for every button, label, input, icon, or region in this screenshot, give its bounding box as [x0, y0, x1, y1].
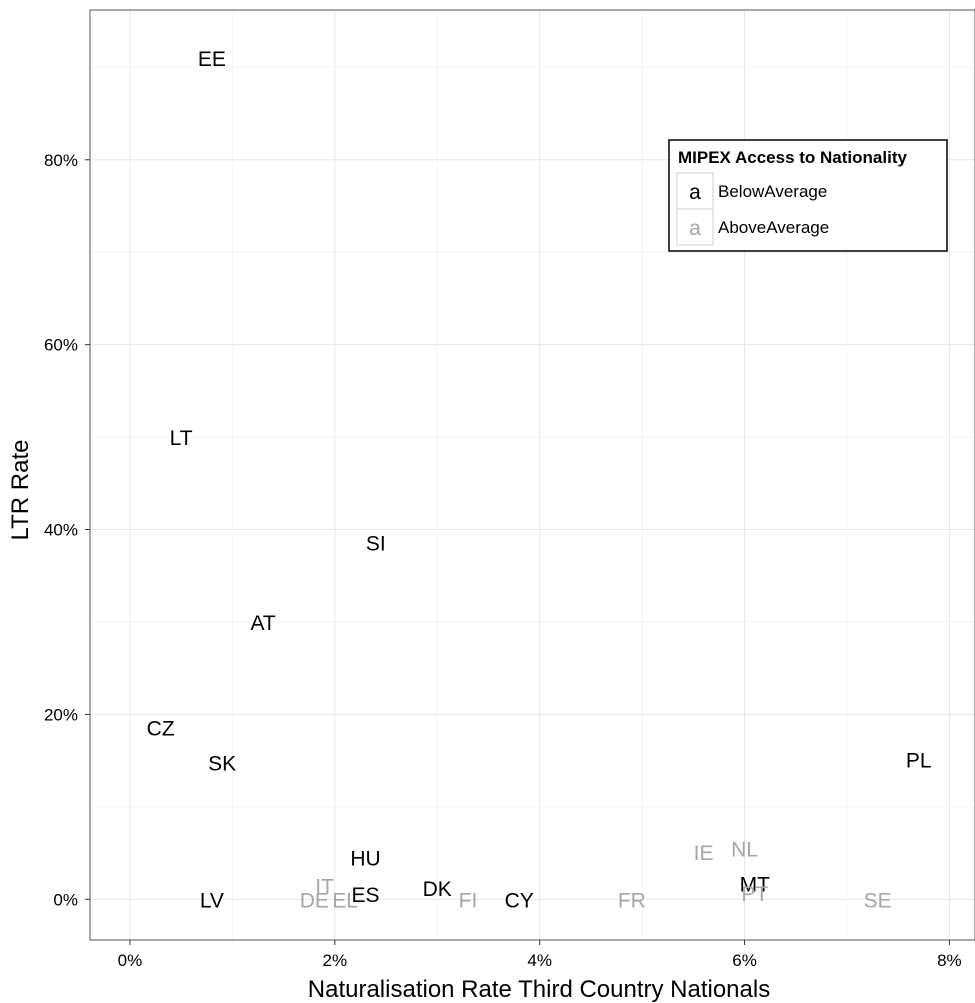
- x-axis-ticks: 0% 2% 4% 6% 8%: [118, 940, 962, 970]
- x-axis-title: Naturalisation Rate Third Country Nation…: [308, 976, 770, 1003]
- point-label-fi: FI: [459, 889, 478, 912]
- point-label-es: ES: [352, 884, 380, 907]
- point-label-nl: NL: [731, 838, 758, 861]
- point-label-se: SE: [864, 889, 892, 912]
- x-tick-label: 8%: [937, 951, 962, 970]
- point-label-dk: DK: [423, 878, 452, 901]
- point-label-ie: IE: [694, 842, 714, 865]
- legend-item-label: AboveAverage: [718, 218, 829, 237]
- legend-key-box: [676, 208, 714, 246]
- point-label-pl: PL: [906, 750, 932, 773]
- point-label-at: AT: [250, 612, 275, 635]
- legend-items: a BelowAverage a AboveAverage: [676, 172, 829, 246]
- point-label-cy: CY: [505, 889, 534, 912]
- x-tick-label: 0%: [118, 951, 143, 970]
- grid: [90, 10, 975, 940]
- legend: MIPEX Access to Nationality a BelowAverag…: [668, 139, 948, 252]
- x-tick-label: 6%: [732, 951, 757, 970]
- x-tick-label: 2%: [323, 951, 348, 970]
- legend-key-glyph: a: [689, 217, 701, 240]
- y-tick-label: 40%: [44, 521, 78, 540]
- point-label-ee: EE: [198, 48, 226, 71]
- point-label-pt: PT: [741, 883, 768, 906]
- point-label-sk: SK: [208, 753, 236, 776]
- point-label-fr: FR: [618, 889, 646, 912]
- legend-item-label: BelowAverage: [718, 182, 827, 201]
- point-label-cz: CZ: [147, 717, 175, 740]
- point-label-si: SI: [366, 532, 386, 555]
- point-label-lv: LV: [200, 889, 224, 912]
- legend-title: MIPEX Access to Nationality: [678, 148, 907, 167]
- x-tick-label: 4%: [527, 951, 552, 970]
- legend-box: [668, 139, 948, 252]
- point-label-hu: HU: [350, 848, 380, 871]
- point-label-it: IT: [315, 875, 334, 898]
- y-axis-title: LTR Rate: [7, 440, 34, 541]
- legend-key-glyph: a: [689, 181, 701, 204]
- y-axis-ticks: 0% 20% 40% 60% 80%: [44, 151, 90, 909]
- point-label-el: EL: [332, 889, 358, 912]
- y-tick-label: 80%: [44, 151, 78, 170]
- y-tick-label: 0%: [53, 890, 78, 909]
- plot-panel-border: [89, 9, 975, 941]
- legend-key-box: [676, 172, 714, 210]
- point-label-de: DE: [300, 889, 329, 912]
- point-label-lt: LT: [170, 427, 193, 450]
- y-tick-label: 20%: [44, 705, 78, 724]
- y-tick-label: 60%: [44, 336, 78, 355]
- point-label-mt: MT: [740, 874, 770, 897]
